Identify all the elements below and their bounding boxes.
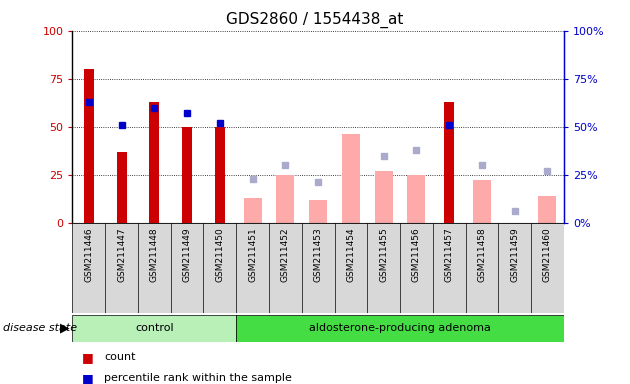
Text: GSM211449: GSM211449 — [183, 227, 192, 282]
Text: GSM211455: GSM211455 — [379, 227, 388, 282]
Bar — [444, 102, 454, 223]
Text: GDS2860 / 1554438_at: GDS2860 / 1554438_at — [226, 12, 404, 28]
Bar — [117, 152, 127, 223]
Text: GSM211457: GSM211457 — [445, 227, 454, 282]
Text: GSM211447: GSM211447 — [117, 227, 126, 282]
Text: GSM211446: GSM211446 — [84, 227, 93, 282]
Bar — [84, 69, 94, 223]
Text: GSM211458: GSM211458 — [478, 227, 486, 282]
Text: GSM211452: GSM211452 — [281, 227, 290, 282]
Text: ■: ■ — [82, 351, 94, 364]
Bar — [539, 196, 556, 223]
Text: disease state: disease state — [3, 323, 77, 333]
Bar — [277, 175, 294, 223]
Text: GSM211448: GSM211448 — [150, 227, 159, 282]
Text: GSM211460: GSM211460 — [543, 227, 552, 282]
Text: control: control — [135, 323, 174, 333]
Bar — [149, 102, 159, 223]
Text: GSM211459: GSM211459 — [510, 227, 519, 282]
Bar — [215, 127, 225, 223]
Bar — [236, 315, 564, 342]
Text: aldosterone-producing adenoma: aldosterone-producing adenoma — [309, 323, 491, 333]
Text: GSM211450: GSM211450 — [215, 227, 224, 282]
Text: GSM211453: GSM211453 — [314, 227, 323, 282]
Text: GSM211456: GSM211456 — [412, 227, 421, 282]
Bar — [342, 134, 360, 223]
Bar — [244, 198, 261, 223]
Bar — [408, 175, 425, 223]
Text: GSM211454: GSM211454 — [346, 227, 355, 282]
Bar — [375, 171, 392, 223]
Bar — [182, 127, 192, 223]
Bar — [309, 200, 327, 223]
Text: count: count — [104, 352, 135, 362]
Bar — [72, 315, 236, 342]
Text: percentile rank within the sample: percentile rank within the sample — [104, 373, 292, 383]
Bar — [473, 180, 491, 223]
Text: ■: ■ — [82, 372, 94, 384]
Text: GSM211451: GSM211451 — [248, 227, 257, 282]
Text: ▶: ▶ — [60, 322, 69, 335]
